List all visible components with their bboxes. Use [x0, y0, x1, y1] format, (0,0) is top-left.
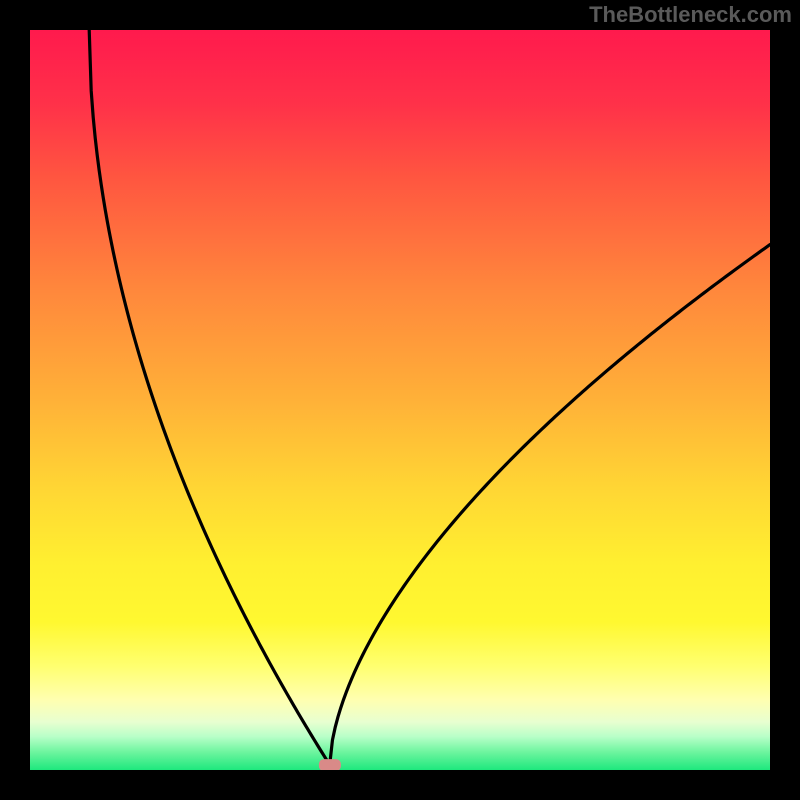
bottleneck-curve: [30, 30, 770, 770]
curve-path: [89, 30, 770, 765]
plot-area: [30, 30, 770, 770]
optimum-marker: [319, 759, 341, 770]
watermark-text: TheBottleneck.com: [589, 2, 792, 28]
chart-container: TheBottleneck.com: [0, 0, 800, 800]
